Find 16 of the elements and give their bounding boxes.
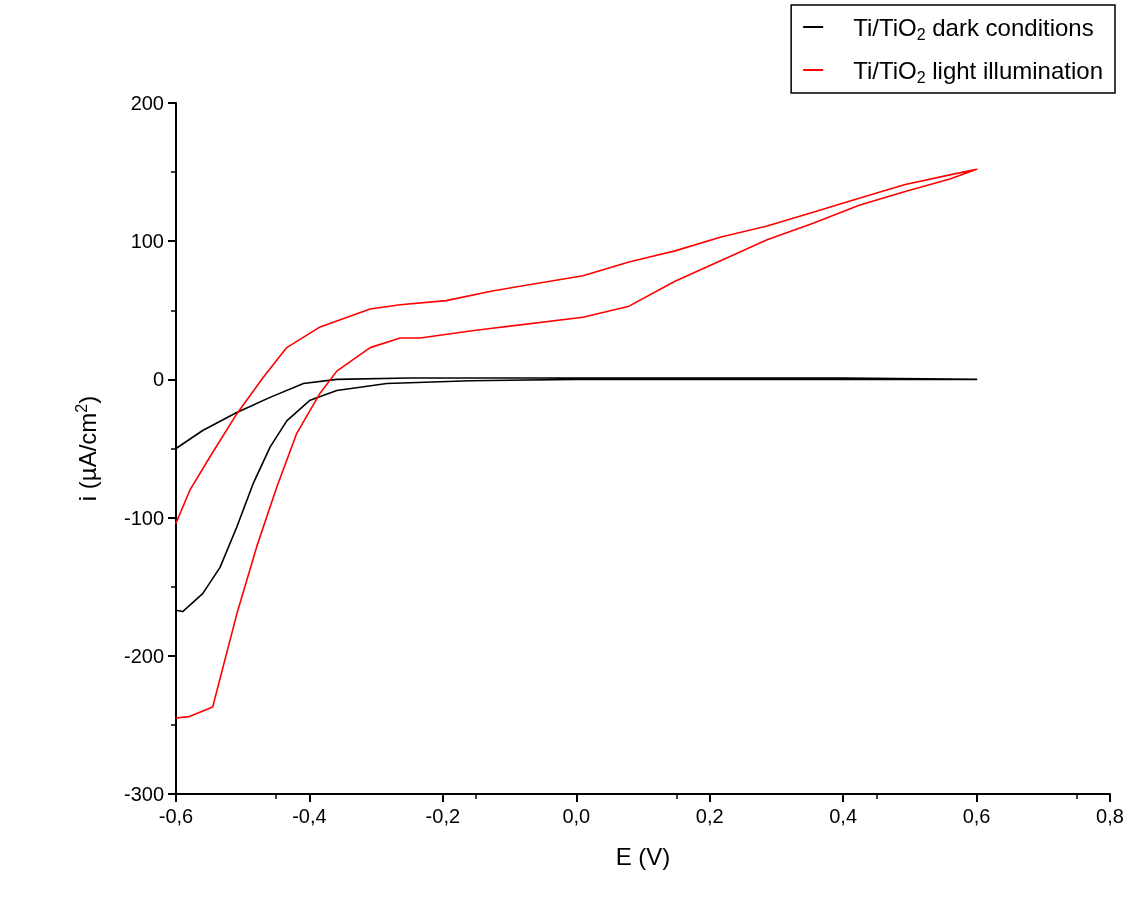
x-tick-label: -0,6 — [158, 805, 194, 827]
y-tick-label: -200 — [123, 644, 164, 667]
x-tick-label: 0,8 — [1096, 805, 1124, 827]
x-tick-label: 0,2 — [695, 805, 724, 827]
y-tick-label: 200 — [130, 92, 164, 114]
x-tick-label: -0,4 — [292, 805, 327, 827]
x-tick-label: 0,6 — [962, 805, 991, 827]
y-tick-label: 0 — [152, 368, 164, 391]
x-axis-title: E (V) — [615, 842, 671, 870]
y-tick-label: 100 — [130, 230, 164, 253]
y-tick-label: -300 — [123, 783, 164, 805]
x-tick-label: 0,4 — [829, 805, 858, 827]
x-tick-label: 0,0 — [562, 805, 591, 827]
y-tick-label: -100 — [123, 506, 164, 529]
y-axis-title: i (µA/cm2) — [72, 395, 101, 502]
x-tick-label: -0,2 — [425, 805, 461, 827]
